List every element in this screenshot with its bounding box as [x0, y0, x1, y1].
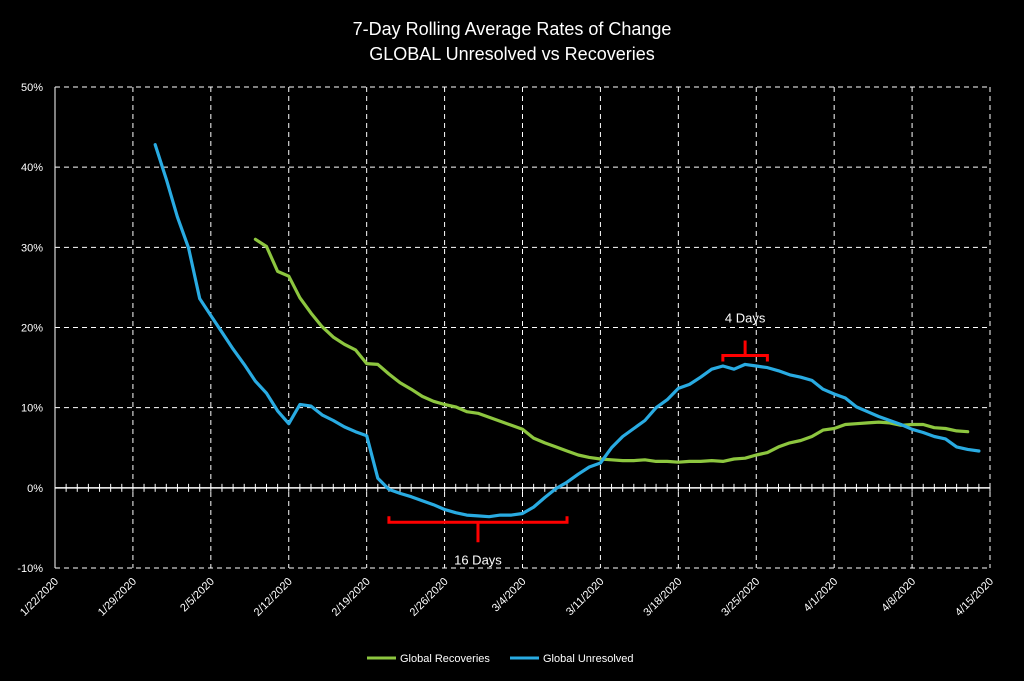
bracket-16-days [387, 516, 569, 543]
chart-subtitle: GLOBAL Unresolved vs Recoveries [369, 44, 654, 64]
y-tick-label: 40% [21, 162, 43, 174]
annotation-label: 16 Days [454, 552, 502, 567]
y-tick-label: -10% [17, 563, 43, 575]
y-tick-label: 20% [21, 323, 43, 335]
series-line-global-recoveries [253, 237, 970, 464]
legend-label-unresolved: Global Unresolved [543, 653, 634, 665]
annotations: 16 Days 4 Days [387, 311, 769, 567]
annotation-label: 4 Days [725, 311, 766, 326]
series-line-global-unresolved [153, 143, 981, 519]
y-tick-label: 50% [21, 82, 43, 94]
legend-label-recoveries: Global Recoveries [400, 653, 490, 665]
y-tick-label: 10% [21, 403, 43, 415]
legend: Global Recoveries Global Unresolved [367, 653, 634, 665]
y-tick-label: 30% [21, 242, 43, 254]
chart-title: 7-Day Rolling Average Rates of Change [353, 19, 672, 39]
bracket-4-days [721, 340, 769, 362]
y-tick-label: 0% [27, 483, 43, 495]
series-group [153, 143, 981, 519]
